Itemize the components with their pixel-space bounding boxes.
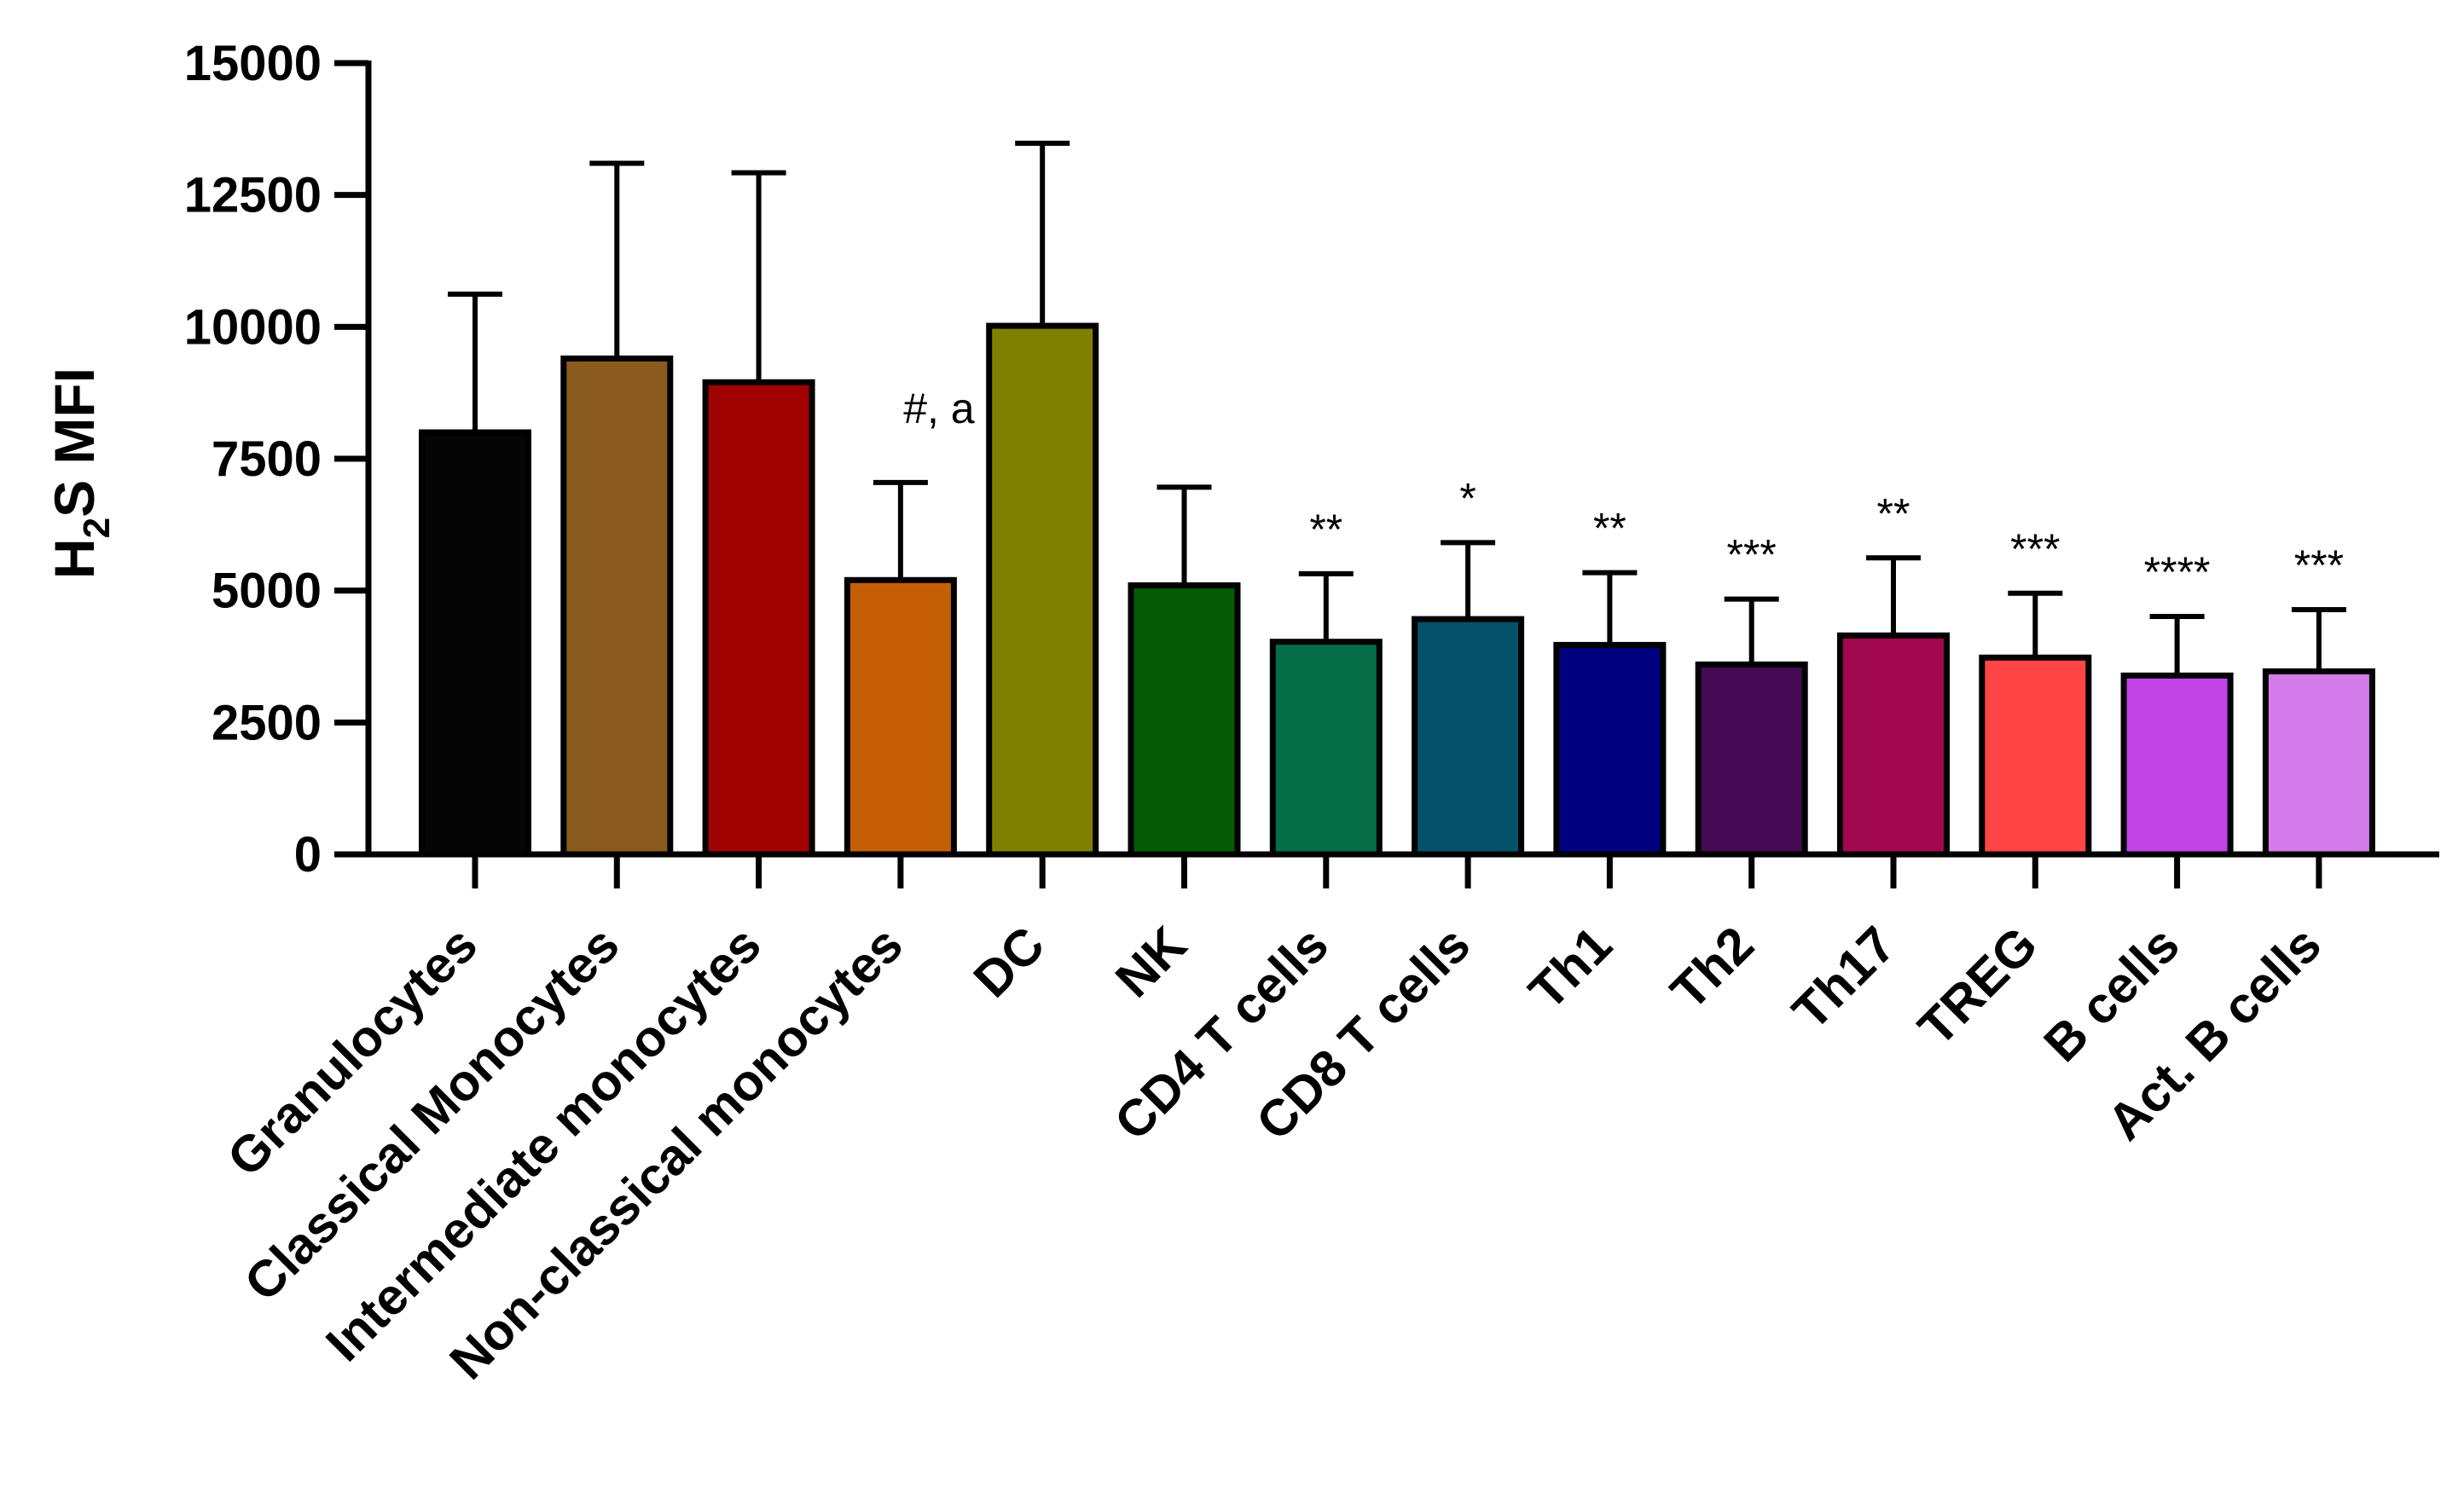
x-tick-label: DC	[963, 916, 1056, 1009]
bar-treg	[1979, 654, 2092, 858]
bar-th1	[1553, 641, 1667, 858]
significance-label: ***	[2294, 541, 2344, 589]
significance-label: **	[1309, 506, 1342, 553]
x-tick-label: NK	[1104, 916, 1197, 1009]
significance-label: **	[1593, 505, 1626, 553]
y-tick-label: 5000	[212, 564, 322, 619]
significance-labels: #, a************* **** ***	[903, 385, 2344, 596]
bar-intermediate-monocytes	[702, 379, 815, 858]
bars	[419, 322, 2375, 858]
x-tick-label: Th17	[1782, 916, 1906, 1040]
bar-b-cells	[2120, 672, 2234, 858]
significance-label: ***	[1727, 531, 1777, 579]
y-tick-label: 12500	[184, 168, 322, 223]
bar-classical-monocytes	[560, 355, 674, 858]
bar-non-classical-monocytes	[844, 576, 957, 858]
bar-cd4-t-cells	[1269, 639, 1383, 858]
y-tick-label: 10000	[184, 299, 322, 355]
y-tick-label: 2500	[212, 695, 322, 750]
bar-act-b-cells	[2262, 668, 2375, 858]
y-axis-label-rest: S MFI	[43, 367, 106, 518]
bar-granulocytes	[419, 429, 531, 858]
y-axis-label: H2S MFI	[43, 367, 118, 579]
significance-label: *	[1459, 474, 1476, 522]
bar-th17	[1837, 632, 1950, 858]
x-tick-label: Th2	[1660, 916, 1765, 1021]
bar-nk	[1128, 582, 1241, 858]
svg-text:H2S MFI: H2S MFI	[43, 367, 118, 579]
y-tick-label: 7500	[212, 431, 322, 487]
x-tick-label: TREG	[1907, 916, 2048, 1056]
x-tick-label: Granulocytes	[217, 916, 489, 1188]
error-bars	[448, 141, 2346, 676]
x-tick-label: Th1	[1518, 916, 1623, 1021]
y-tick-label: 0	[294, 827, 322, 882]
bar-dc	[986, 322, 1099, 858]
bar-cd8-t-cells	[1412, 616, 1525, 858]
significance-label: **	[1877, 489, 1910, 537]
y-ticks: 0 2500 5000 7500 10000 12500 15000	[184, 36, 368, 882]
y-axis-label-main: H	[43, 538, 106, 579]
significance-label: ***	[2010, 525, 2060, 573]
bar-th2	[1695, 661, 1808, 858]
y-tick-label: 15000	[184, 36, 322, 91]
y-axis-label-subscript: 2	[76, 518, 118, 538]
significance-label: ****	[2144, 548, 2211, 596]
significance-label: #, a	[903, 385, 975, 432]
